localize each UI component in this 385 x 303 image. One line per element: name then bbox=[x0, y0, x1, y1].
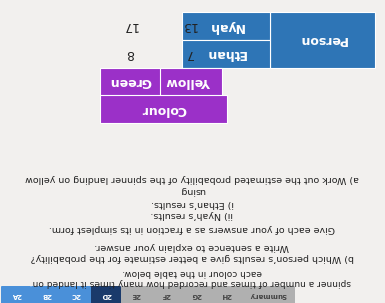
FancyBboxPatch shape bbox=[31, 286, 61, 303]
Text: spinner a number of times and recorded how many times it landed on: spinner a number of times and recorded h… bbox=[33, 278, 351, 288]
Text: ii) Nyah’s results.: ii) Nyah’s results. bbox=[151, 209, 233, 218]
Text: Write a sentence to explain your answer.: Write a sentence to explain your answer. bbox=[95, 241, 290, 251]
Text: Ethan: Ethan bbox=[206, 48, 246, 61]
FancyBboxPatch shape bbox=[211, 286, 241, 303]
FancyBboxPatch shape bbox=[151, 286, 181, 303]
Text: 8: 8 bbox=[126, 48, 134, 61]
Text: 2C: 2C bbox=[71, 292, 81, 298]
Text: 2F: 2F bbox=[161, 292, 171, 298]
Bar bbox=[182, 40, 270, 68]
Text: Green: Green bbox=[109, 75, 151, 88]
Text: Summary: Summary bbox=[249, 292, 287, 298]
Text: 2A: 2A bbox=[11, 292, 21, 298]
Text: 2B: 2B bbox=[41, 292, 51, 298]
Text: b) Which person’s results give a better estimate for the probability?: b) Which person’s results give a better … bbox=[30, 252, 354, 261]
Bar bbox=[100, 95, 227, 123]
Text: Person: Person bbox=[298, 34, 347, 46]
Text: 2H: 2H bbox=[221, 292, 231, 298]
Text: Nyah: Nyah bbox=[208, 19, 244, 32]
Text: 2G: 2G bbox=[191, 292, 201, 298]
Text: each colour in the table below.: each colour in the table below. bbox=[122, 268, 262, 277]
FancyBboxPatch shape bbox=[121, 286, 151, 303]
Bar bbox=[182, 12, 270, 40]
Text: 13: 13 bbox=[181, 19, 196, 32]
FancyBboxPatch shape bbox=[91, 286, 121, 303]
Text: Yellow: Yellow bbox=[166, 75, 211, 88]
Text: 2E: 2E bbox=[131, 292, 141, 298]
FancyBboxPatch shape bbox=[61, 286, 91, 303]
Text: 17: 17 bbox=[122, 19, 138, 32]
Text: i) Ethan’s results.: i) Ethan’s results. bbox=[151, 198, 233, 208]
Text: 7: 7 bbox=[184, 48, 192, 61]
Text: using: using bbox=[179, 187, 205, 195]
Bar bbox=[100, 68, 160, 96]
Bar bbox=[155, 68, 222, 96]
Text: a) Work out the estimated probability of the spinner landing on yellow: a) Work out the estimated probability of… bbox=[25, 174, 359, 182]
Text: Colour: Colour bbox=[141, 102, 186, 115]
Text: 2D: 2D bbox=[101, 292, 111, 298]
FancyBboxPatch shape bbox=[181, 286, 211, 303]
Text: Give each of your answers as a fraction in its simplest form.: Give each of your answers as a fraction … bbox=[49, 224, 335, 232]
FancyBboxPatch shape bbox=[1, 286, 31, 303]
Bar bbox=[270, 12, 375, 68]
FancyBboxPatch shape bbox=[241, 286, 295, 303]
